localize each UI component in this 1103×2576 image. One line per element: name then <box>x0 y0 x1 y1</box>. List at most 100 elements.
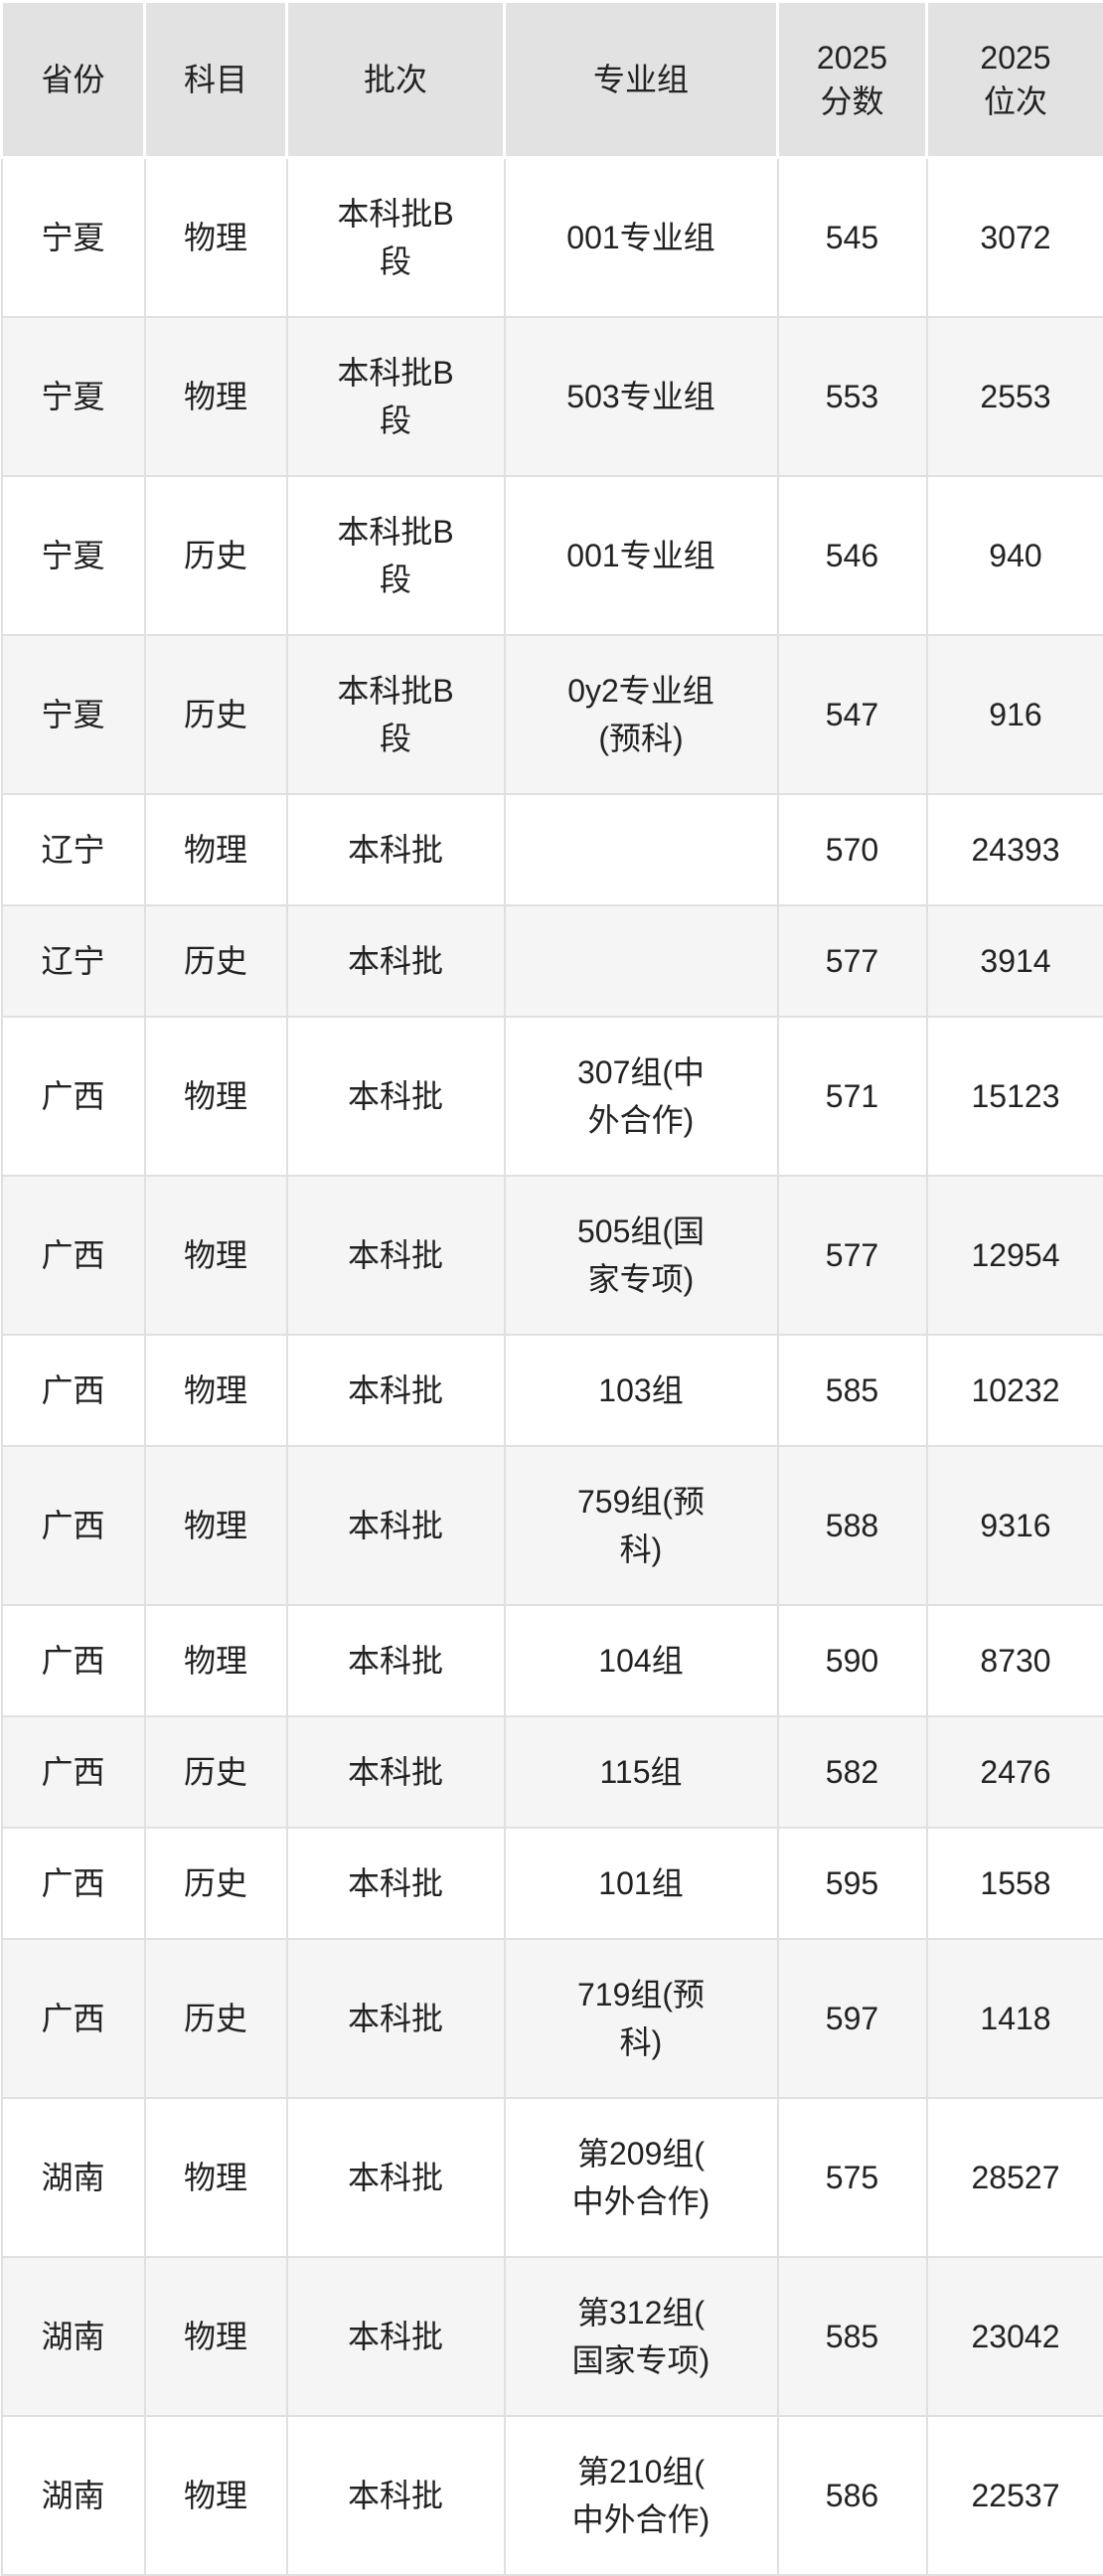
cell-major-group: 001专业组 <box>505 476 778 635</box>
cell-province: 宁夏 <box>2 317 145 476</box>
cell-province: 广西 <box>2 1446 145 1605</box>
cell-subject: 物理 <box>145 794 287 905</box>
cell-batch: 本科批 <box>287 794 505 905</box>
cell-major-group: 307组(中 外合作) <box>505 1017 778 1176</box>
cell-province: 湖南 <box>2 2416 145 2575</box>
cell-batch: 本科批B 段 <box>287 317 505 476</box>
cell-score-2025: 597 <box>778 1939 927 2098</box>
cell-score-2025: 577 <box>778 905 927 1017</box>
column-header-major-group: 专业组 <box>505 2 778 158</box>
cell-subject: 物理 <box>145 1605 287 1716</box>
cell-rank-2025: 24393 <box>927 794 1103 905</box>
cell-rank-2025: 22537 <box>927 2416 1103 2575</box>
cell-province: 广西 <box>2 1017 145 1176</box>
cell-province: 广西 <box>2 1828 145 1939</box>
cell-subject: 历史 <box>145 905 287 1017</box>
cell-province: 广西 <box>2 1176 145 1335</box>
cell-province: 宁夏 <box>2 635 145 794</box>
column-header-rank-2025: 2025 位次 <box>927 2 1103 158</box>
cell-subject: 物理 <box>145 2416 287 2575</box>
cell-province: 湖南 <box>2 2098 145 2257</box>
cell-subject: 历史 <box>145 1939 287 2098</box>
cell-major-group: 115组 <box>505 1716 778 1828</box>
cell-rank-2025: 1558 <box>927 1828 1103 1939</box>
cell-score-2025: 545 <box>778 158 927 318</box>
cell-rank-2025: 8730 <box>927 1605 1103 1716</box>
cell-subject: 物理 <box>145 2257 287 2416</box>
cell-major-group: 503专业组 <box>505 317 778 476</box>
cell-subject: 物理 <box>145 1017 287 1176</box>
cell-score-2025: 547 <box>778 635 927 794</box>
cell-batch: 本科批 <box>287 2257 505 2416</box>
cell-major-group: 0y2专业组 (预科) <box>505 635 778 794</box>
cell-score-2025: 586 <box>778 2416 927 2575</box>
cell-batch: 本科批B 段 <box>287 158 505 318</box>
cell-rank-2025: 940 <box>927 476 1103 635</box>
cell-subject: 物理 <box>145 317 287 476</box>
cell-subject: 历史 <box>145 1716 287 1828</box>
cell-province: 湖南 <box>2 2257 145 2416</box>
cell-major-group: 第209组( 中外合作) <box>505 2098 778 2257</box>
cell-batch: 本科批B 段 <box>287 476 505 635</box>
cell-major-group: 505组(国 家专项) <box>505 1176 778 1335</box>
cell-batch: 本科批 <box>287 1017 505 1176</box>
cell-province: 辽宁 <box>2 905 145 1017</box>
cell-batch: 本科批 <box>287 1716 505 1828</box>
cell-rank-2025: 15123 <box>927 1017 1103 1176</box>
cell-batch: 本科批 <box>287 1828 505 1939</box>
cell-major-group: 719组(预 科) <box>505 1939 778 2098</box>
cell-province: 宁夏 <box>2 476 145 635</box>
cell-batch: 本科批 <box>287 1176 505 1335</box>
cell-major-group: 第312组( 国家专项) <box>505 2257 778 2416</box>
cell-rank-2025: 3914 <box>927 905 1103 1017</box>
cell-subject: 物理 <box>145 1176 287 1335</box>
cell-score-2025: 577 <box>778 1176 927 1335</box>
cell-rank-2025: 23042 <box>927 2257 1103 2416</box>
cell-batch: 本科批 <box>287 2416 505 2575</box>
cell-major-group: 103组 <box>505 1335 778 1446</box>
cell-subject: 历史 <box>145 476 287 635</box>
column-header-province: 省份 <box>2 2 145 158</box>
cell-rank-2025: 12954 <box>927 1176 1103 1335</box>
cell-score-2025: 588 <box>778 1446 927 1605</box>
cell-subject: 历史 <box>145 635 287 794</box>
cell-score-2025: 546 <box>778 476 927 635</box>
cell-score-2025: 590 <box>778 1605 927 1716</box>
cell-score-2025: 585 <box>778 1335 927 1446</box>
cell-rank-2025: 10232 <box>927 1335 1103 1446</box>
cell-rank-2025: 2553 <box>927 317 1103 476</box>
cell-rank-2025: 2476 <box>927 1716 1103 1828</box>
cell-subject: 历史 <box>145 1828 287 1939</box>
cell-province: 广西 <box>2 1716 145 1828</box>
cell-score-2025: 582 <box>778 1716 927 1828</box>
cell-batch: 本科批 <box>287 2098 505 2257</box>
cell-batch: 本科批 <box>287 1605 505 1716</box>
cell-province: 辽宁 <box>2 794 145 905</box>
cell-major-group: 101组 <box>505 1828 778 1939</box>
cell-major-group <box>505 905 778 1017</box>
cell-province: 广西 <box>2 1605 145 1716</box>
cell-batch: 本科批B 段 <box>287 635 505 794</box>
cell-major-group <box>505 794 778 905</box>
cell-rank-2025: 1418 <box>927 1939 1103 2098</box>
cell-score-2025: 571 <box>778 1017 927 1176</box>
cell-batch: 本科批 <box>287 905 505 1017</box>
cell-province: 广西 <box>2 1939 145 2098</box>
